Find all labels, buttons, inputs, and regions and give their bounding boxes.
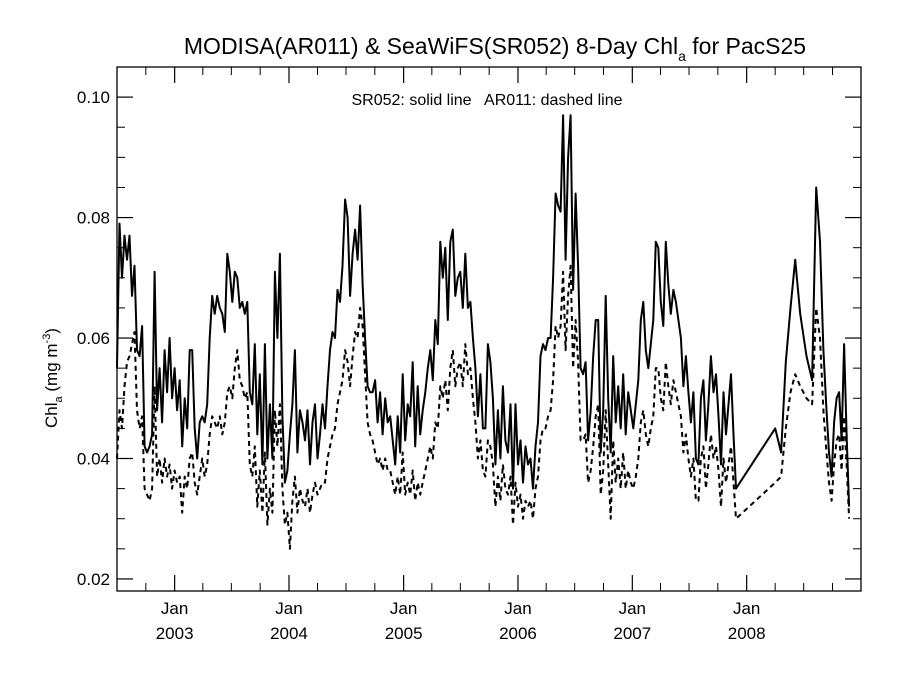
series-line-ar011 — [116, 264, 851, 550]
x-tick-month: Jan — [275, 599, 302, 618]
series-lines — [116, 114, 851, 550]
y-axis-label: Chla (mg m-3) — [41, 328, 65, 428]
axis-ticks: 0.02 0.04 0.06 0.08 0.10 Jan 2003 Jan 2004 Jan 200… — [77, 67, 861, 643]
plot-frame — [116, 66, 862, 592]
series-line-sr052 — [116, 114, 851, 507]
y-tick-label: 0.08 — [77, 209, 110, 228]
y-tick-label: 0.06 — [77, 329, 110, 348]
y-tick-label: 0.10 — [77, 88, 110, 107]
x-tick-month: Jan — [504, 599, 531, 618]
x-tick-year: 2007 — [613, 624, 651, 643]
y-tick-label: 0.02 — [77, 570, 110, 589]
x-tick-year: 2003 — [156, 624, 194, 643]
x-tick-month: Jan — [390, 599, 417, 618]
x-tick-month: Jan — [733, 599, 760, 618]
x-tick-month: Jan — [619, 599, 646, 618]
x-tick-year: 2004 — [270, 624, 308, 643]
x-tick-month: Jan — [161, 599, 188, 618]
y-tick-label: 0.04 — [77, 449, 110, 468]
legend-annotation: SR052: solid line AR011: dashed line — [352, 92, 623, 109]
x-tick-year: 2008 — [728, 624, 766, 643]
x-tick-year: 2005 — [385, 624, 423, 643]
x-tick-year: 2006 — [499, 624, 537, 643]
chart-title: MODISA(AR011) & SeaWiFS(SR052) 8-Day Chl… — [184, 33, 806, 64]
